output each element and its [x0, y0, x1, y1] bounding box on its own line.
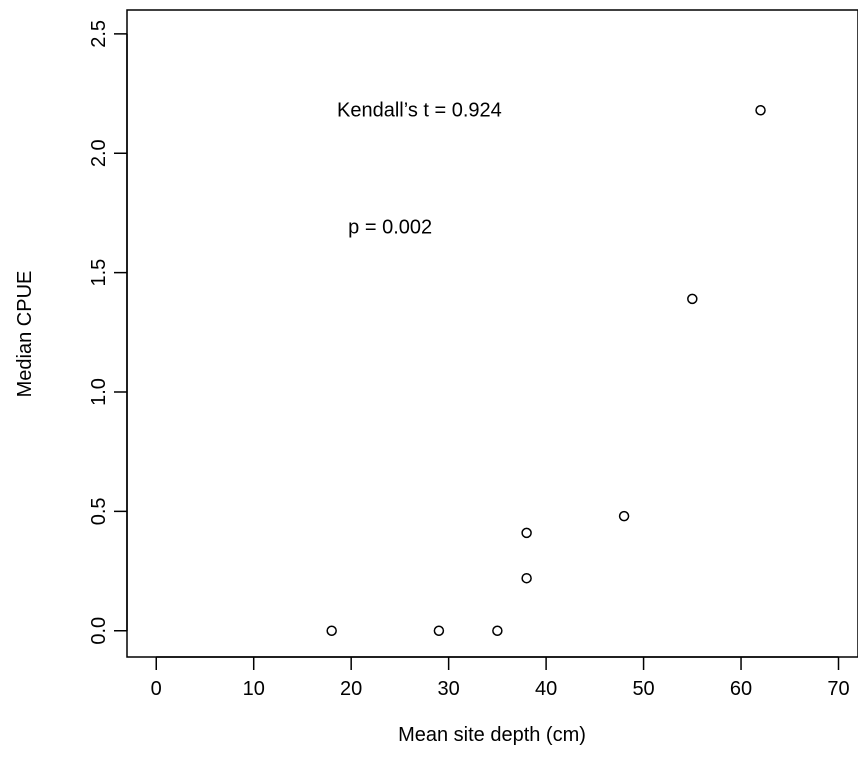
annotation-text: p = 0.002 [348, 216, 432, 238]
data-point [521, 572, 532, 584]
x-tick-label: 60 [730, 678, 752, 700]
x-tick-label: 0 [151, 678, 162, 700]
y-tick-label: 2.0 [88, 139, 110, 167]
x-tick-label: 40 [535, 678, 557, 700]
data-point [433, 625, 445, 636]
data-point [755, 105, 766, 116]
x-axis-label: Mean site depth (cm) [398, 724, 586, 746]
x-axis: 0 10 20 30 40 50 60 70 [151, 656, 850, 700]
y-tick-label: 2.5 [88, 20, 110, 48]
data-point [618, 510, 630, 522]
y-tick-label: 1.5 [88, 259, 110, 287]
x-tick-label: 30 [438, 678, 460, 700]
y-tick-label: 1.0 [88, 378, 110, 406]
data-points [326, 105, 766, 636]
y-tick-label: 0.0 [88, 617, 110, 645]
annotation-text: Kendall’s t = 0.924 [337, 99, 502, 121]
data-point [326, 625, 337, 636]
x-tick-label: 10 [243, 678, 265, 700]
data-point [687, 293, 698, 305]
y-axis-label: Median CPUE [14, 271, 36, 398]
data-point [521, 527, 532, 539]
x-tick-label: 70 [827, 678, 849, 700]
y-tick-label: 0.5 [88, 497, 110, 525]
data-point [492, 625, 503, 636]
annotations: Kendall’s t = 0.924 p = 0.002 [337, 99, 502, 238]
x-tick-label: 20 [340, 678, 362, 700]
x-tick-label: 50 [632, 678, 654, 700]
y-axis: 0.0 0.5 1.0 1.5 2.0 2.5 [88, 20, 128, 645]
